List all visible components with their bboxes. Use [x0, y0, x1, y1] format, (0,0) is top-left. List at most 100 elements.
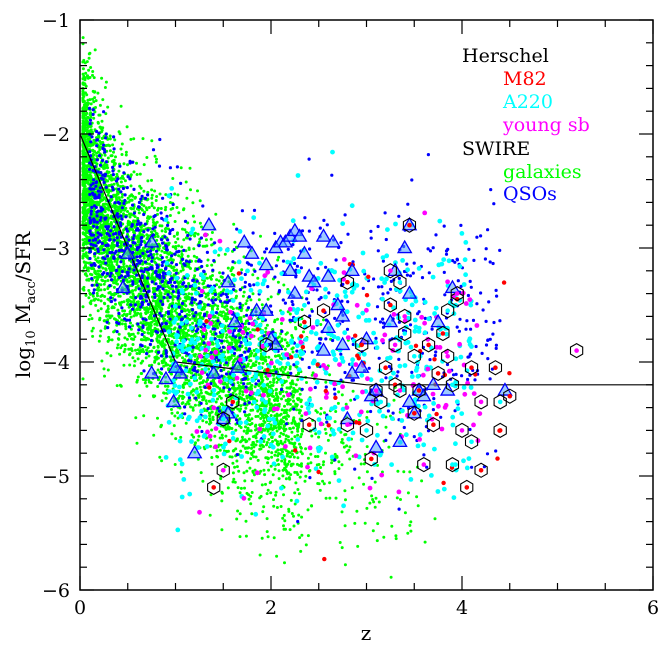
point: [137, 191, 141, 195]
point: [134, 251, 138, 255]
point: [135, 352, 139, 355]
point: [242, 429, 246, 433]
point: [225, 308, 229, 312]
point: [343, 489, 347, 493]
point: [91, 97, 94, 101]
point: [126, 219, 130, 223]
point: [150, 349, 154, 353]
point: [81, 36, 85, 40]
point: [297, 492, 301, 496]
point: [154, 301, 158, 305]
point: [107, 263, 111, 267]
point: [103, 288, 107, 292]
point: [134, 195, 137, 199]
point: [319, 412, 323, 416]
point: [138, 352, 141, 355]
point: [104, 202, 108, 206]
point: [279, 431, 283, 435]
point: [101, 266, 105, 270]
point: [290, 334, 294, 337]
point: [201, 398, 205, 402]
point: [241, 393, 245, 397]
point: [84, 272, 88, 276]
point: [368, 501, 372, 505]
point: [165, 251, 169, 255]
point: [131, 332, 135, 336]
point: [342, 445, 346, 449]
point: [169, 287, 173, 291]
point: [122, 363, 126, 367]
point: [250, 396, 254, 400]
point: [284, 434, 288, 438]
point: [211, 418, 215, 422]
point: [178, 261, 182, 265]
point: [100, 294, 104, 298]
point: [123, 344, 127, 347]
point: [389, 575, 393, 579]
point: [243, 413, 247, 417]
point: [181, 356, 184, 360]
point: [108, 259, 112, 263]
point: [371, 529, 375, 533]
point: [128, 212, 132, 216]
point: [396, 469, 400, 473]
point: [284, 477, 288, 481]
point: [258, 553, 262, 557]
point: [233, 240, 237, 244]
point: [264, 375, 268, 379]
point: [116, 308, 120, 312]
point: [254, 443, 258, 447]
point: [125, 201, 128, 205]
point: [147, 364, 151, 368]
point: [177, 244, 181, 248]
point: [226, 356, 230, 360]
point: [433, 517, 437, 521]
point: [384, 495, 387, 499]
point: [122, 162, 126, 166]
point: [266, 297, 270, 301]
point: [208, 411, 212, 415]
point: [274, 397, 278, 401]
point: [300, 405, 304, 409]
point: [256, 276, 260, 280]
point: [177, 299, 181, 303]
point: [153, 154, 157, 158]
point: [374, 496, 378, 500]
point: [129, 321, 132, 325]
point: [124, 150, 128, 154]
point: [174, 437, 178, 441]
point: [145, 306, 149, 310]
point: [216, 397, 219, 401]
point: [290, 421, 294, 425]
point: [277, 427, 281, 431]
point: [104, 112, 108, 116]
point: [238, 392, 242, 395]
point: [137, 292, 141, 296]
point: [129, 315, 133, 319]
point: [144, 338, 148, 342]
point: [110, 261, 114, 264]
point: [199, 337, 203, 341]
point: [119, 180, 123, 184]
point: [363, 521, 367, 525]
point: [104, 80, 108, 84]
point: [111, 305, 115, 309]
point: [299, 323, 303, 327]
point: [244, 406, 248, 410]
point: [292, 445, 296, 449]
point: [219, 389, 223, 393]
point: [183, 228, 187, 232]
point: [103, 295, 107, 298]
point: [281, 365, 284, 369]
point: [134, 286, 138, 289]
point: [143, 345, 147, 349]
point: [146, 331, 150, 335]
point: [110, 338, 114, 342]
point: [171, 298, 175, 301]
point: [232, 377, 236, 381]
point: [204, 380, 208, 384]
point: [117, 196, 121, 200]
point: [167, 324, 171, 328]
point: [239, 404, 243, 408]
point: [85, 111, 89, 115]
